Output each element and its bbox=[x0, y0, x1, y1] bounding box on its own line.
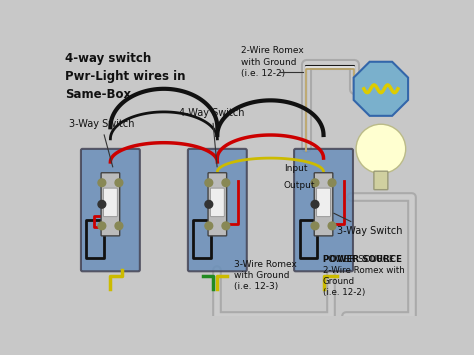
Circle shape bbox=[98, 201, 106, 208]
Text: Output: Output bbox=[284, 181, 316, 190]
Circle shape bbox=[205, 179, 213, 187]
Circle shape bbox=[222, 179, 230, 187]
FancyBboxPatch shape bbox=[314, 173, 333, 236]
FancyBboxPatch shape bbox=[208, 173, 227, 236]
Circle shape bbox=[205, 222, 213, 230]
FancyBboxPatch shape bbox=[294, 149, 353, 271]
Circle shape bbox=[98, 179, 106, 187]
Text: POWER SOURCE: POWER SOURCE bbox=[323, 255, 402, 264]
Circle shape bbox=[328, 179, 336, 187]
FancyBboxPatch shape bbox=[103, 188, 118, 217]
FancyBboxPatch shape bbox=[101, 173, 120, 236]
Circle shape bbox=[356, 124, 406, 174]
FancyBboxPatch shape bbox=[317, 188, 330, 217]
Circle shape bbox=[222, 222, 230, 230]
FancyBboxPatch shape bbox=[210, 188, 224, 217]
Circle shape bbox=[115, 179, 123, 187]
Text: 3-Way Switch: 3-Way Switch bbox=[334, 213, 402, 236]
Text: 3-Way Switch: 3-Way Switch bbox=[69, 119, 134, 167]
Circle shape bbox=[311, 179, 319, 187]
Text: Input: Input bbox=[284, 164, 308, 173]
Text: POWER SOURCE
2-Wire Romex with
Ground
(i.e. 12-2): POWER SOURCE 2-Wire Romex with Ground (i… bbox=[323, 255, 404, 297]
Polygon shape bbox=[354, 62, 408, 116]
Circle shape bbox=[328, 222, 336, 230]
FancyBboxPatch shape bbox=[188, 149, 247, 271]
Circle shape bbox=[98, 222, 106, 230]
Text: 4-Way Switch: 4-Way Switch bbox=[179, 108, 245, 167]
Circle shape bbox=[205, 201, 213, 208]
Text: 3-Wire Romex
with Ground
(i.e. 12-3): 3-Wire Romex with Ground (i.e. 12-3) bbox=[234, 260, 297, 291]
Circle shape bbox=[311, 222, 319, 230]
Text: 4-way switch
Pwr-Light wires in
Same-Box: 4-way switch Pwr-Light wires in Same-Box bbox=[65, 52, 186, 101]
Text: 2-Wire Romex
with Ground
(i.e. 12-2): 2-Wire Romex with Ground (i.e. 12-2) bbox=[241, 47, 304, 78]
Circle shape bbox=[115, 222, 123, 230]
Circle shape bbox=[311, 201, 319, 208]
FancyBboxPatch shape bbox=[374, 171, 388, 190]
FancyBboxPatch shape bbox=[81, 149, 140, 271]
